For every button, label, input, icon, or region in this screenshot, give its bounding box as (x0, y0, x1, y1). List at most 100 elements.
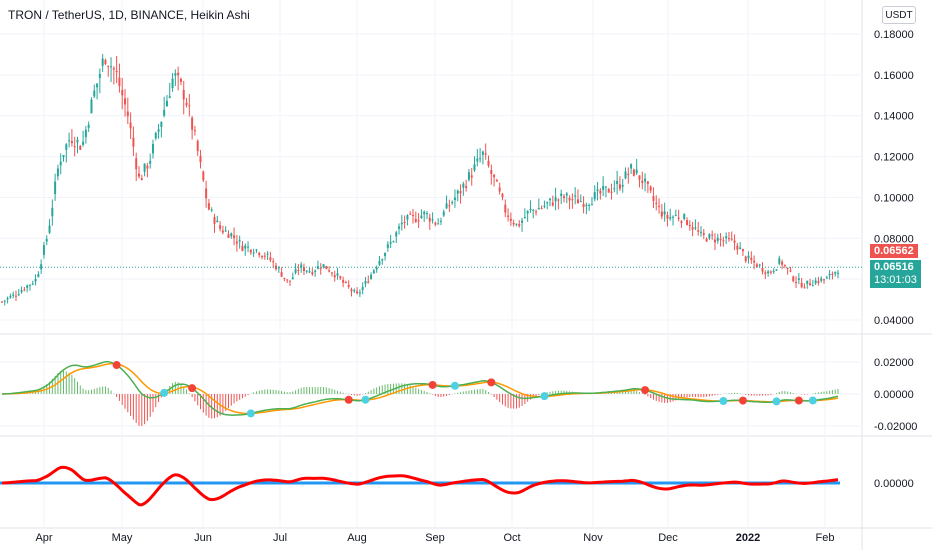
candle-body (330, 272, 333, 274)
candle-body (146, 165, 149, 169)
candle-body (425, 213, 428, 215)
candle-body (739, 247, 742, 250)
candle-body (540, 207, 543, 209)
candle-body (28, 284, 31, 286)
candle-body (512, 223, 515, 225)
candle-body (431, 219, 434, 221)
candle-body (322, 264, 325, 268)
candle-body (157, 129, 160, 132)
candle-body (247, 246, 250, 248)
candle-body (669, 217, 672, 219)
candle-body (507, 215, 510, 217)
candle-body (800, 282, 803, 288)
candle-body (806, 280, 809, 284)
candle-body (263, 255, 266, 257)
candle-body (747, 255, 750, 259)
candle-body (610, 191, 613, 193)
candle-body (498, 187, 501, 192)
candle-body (730, 238, 733, 240)
candle-body (442, 211, 445, 216)
crossover-dot (112, 361, 121, 370)
candle-body (722, 240, 725, 242)
candle-body (70, 140, 73, 144)
candle-body (786, 267, 789, 269)
candle-body (465, 186, 468, 188)
candle-body (375, 267, 378, 270)
candle-body (261, 255, 264, 257)
candle-body (126, 111, 129, 117)
candle-body (188, 105, 191, 107)
candle-body (686, 220, 689, 225)
candle-body (560, 193, 563, 197)
candle-body (59, 161, 62, 166)
candle-body (140, 178, 143, 181)
candle-body (342, 280, 345, 283)
candle-body (565, 193, 568, 196)
x-tick-label: Feb (816, 532, 835, 544)
crossover-dot (344, 395, 353, 404)
candle-body (37, 274, 40, 277)
candle-body (797, 278, 800, 280)
candle-body (641, 180, 644, 183)
candle-body (221, 230, 224, 233)
candle-body (655, 202, 658, 204)
candle-body (439, 220, 442, 222)
candle-body (409, 213, 412, 215)
candle-body (193, 130, 196, 132)
candle-body (107, 65, 110, 67)
candle-body (314, 270, 317, 273)
candle-body (809, 283, 812, 286)
candle-body (54, 181, 57, 195)
candle-body (705, 238, 708, 242)
candle-body (632, 169, 635, 176)
candle-body (129, 122, 132, 129)
candle-body (213, 217, 216, 224)
candle-body (521, 220, 524, 223)
candle-body (456, 190, 459, 194)
candle-body (210, 209, 213, 211)
candle-body (781, 261, 784, 265)
candle-body (216, 220, 219, 223)
candle-body (727, 238, 730, 240)
candle-body (590, 204, 593, 206)
y-tick-label: 0.00000 (874, 389, 914, 401)
candle-body (814, 280, 817, 284)
candle-body (811, 285, 814, 287)
candle-body (68, 140, 71, 142)
price-tag-value: 0.06516 (874, 261, 914, 273)
candle-body (602, 186, 605, 190)
candle-body (378, 260, 381, 265)
candle-body (160, 122, 163, 128)
candle-body (644, 178, 647, 182)
candle-body (817, 281, 820, 283)
candle-body (680, 221, 683, 224)
candle-body (772, 271, 775, 273)
candle-body (151, 144, 154, 154)
candle-body (297, 269, 300, 271)
y-tick-label: 0.04000 (874, 315, 914, 327)
candle-body (358, 292, 361, 294)
candle-body (118, 77, 121, 87)
currency-badge[interactable]: USDT (882, 6, 916, 24)
candle-body (543, 205, 546, 207)
oscillator-line (1, 465, 839, 507)
candle-body (182, 89, 185, 100)
candle-body (73, 146, 76, 148)
candle-body (112, 68, 115, 70)
candle-body (17, 294, 20, 296)
candle-body (238, 240, 241, 242)
candle-body (504, 204, 507, 213)
candle-body (638, 175, 641, 180)
candle-body (3, 300, 6, 302)
candle-body (179, 78, 182, 82)
candle-body (249, 249, 252, 253)
candle-body (554, 197, 557, 202)
candle-body (104, 59, 107, 64)
candle-body (423, 211, 426, 215)
candle-body (719, 238, 722, 240)
candle-body (308, 271, 311, 273)
candle-body (420, 215, 423, 219)
candle-body (361, 286, 364, 290)
